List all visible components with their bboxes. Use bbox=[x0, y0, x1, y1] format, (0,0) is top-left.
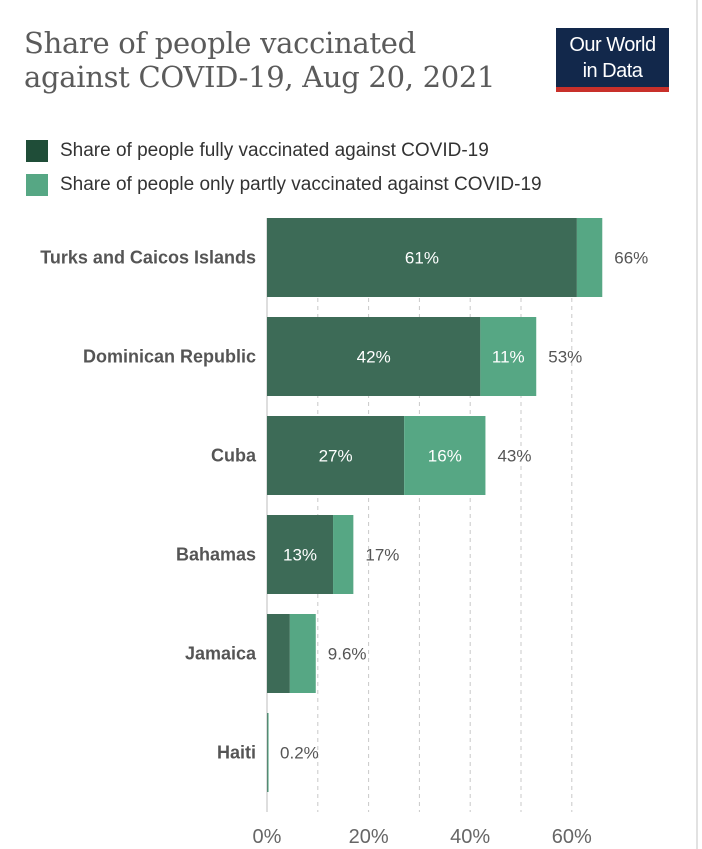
total-value-label: 43% bbox=[497, 447, 531, 466]
bar-value-label: 42% bbox=[357, 348, 391, 367]
total-value-label: 66% bbox=[614, 249, 648, 268]
bar-fully[interactable] bbox=[267, 515, 334, 594]
category-label: Turks and Caicos Islands bbox=[40, 248, 256, 268]
legend: Share of people fully vaccinated against… bbox=[26, 134, 542, 202]
owid-logo[interactable]: Our World in Data bbox=[556, 28, 669, 92]
bar-value-label: 13% bbox=[283, 546, 317, 565]
category-label: Bahamas bbox=[176, 545, 256, 565]
total-value-label: 17% bbox=[365, 546, 399, 565]
x-tick-label: 60% bbox=[552, 826, 592, 848]
bar-fully[interactable] bbox=[267, 317, 481, 396]
bar-partly[interactable] bbox=[480, 317, 537, 396]
category-label: Dominican Republic bbox=[83, 347, 256, 367]
bar-partly[interactable] bbox=[267, 713, 269, 792]
bar-value-label: 11% bbox=[492, 348, 525, 367]
category-label: Haiti bbox=[217, 743, 256, 763]
x-tick-label: 40% bbox=[450, 826, 490, 848]
bar-fully[interactable] bbox=[267, 218, 577, 297]
x-tick-label: 20% bbox=[349, 826, 389, 848]
bar-fully[interactable] bbox=[267, 713, 268, 792]
bar-fully[interactable] bbox=[267, 416, 405, 495]
bar-partly[interactable] bbox=[404, 416, 486, 495]
bar-value-label: 27% bbox=[319, 447, 353, 466]
bar-partly[interactable] bbox=[576, 218, 603, 297]
category-label: Cuba bbox=[211, 446, 257, 466]
legend-label-fully: Share of people fully vaccinated against… bbox=[60, 140, 489, 161]
chart-title: Share of people vaccinated against COVID… bbox=[24, 26, 544, 94]
x-tick-label: 0% bbox=[253, 826, 282, 848]
right-border bbox=[696, 0, 698, 849]
bar-value-label: 16% bbox=[428, 447, 462, 466]
legend-swatch-partly bbox=[26, 174, 48, 196]
title-line-2: against COVID-19, Aug 20, 2021 bbox=[24, 60, 496, 94]
bar-value-label: 61% bbox=[405, 249, 439, 268]
total-value-label: 53% bbox=[548, 348, 582, 367]
title-line-1: Share of people vaccinated bbox=[24, 26, 416, 60]
legend-label-partly: Share of people only partly vaccinated a… bbox=[60, 174, 542, 195]
bar-fully[interactable] bbox=[267, 614, 290, 693]
bar-partly[interactable] bbox=[333, 515, 354, 594]
total-value-label: 0.2% bbox=[280, 744, 319, 763]
category-label: Jamaica bbox=[185, 644, 257, 664]
legend-swatch-fully bbox=[26, 140, 48, 162]
total-value-label: 9.6% bbox=[328, 645, 367, 664]
legend-item-partly[interactable]: Share of people only partly vaccinated a… bbox=[26, 168, 542, 202]
bar-partly[interactable] bbox=[289, 614, 316, 693]
logo-line-2: in Data bbox=[582, 60, 643, 82]
legend-item-fully[interactable]: Share of people fully vaccinated against… bbox=[26, 134, 542, 168]
logo-line-1: Our World bbox=[569, 34, 656, 56]
